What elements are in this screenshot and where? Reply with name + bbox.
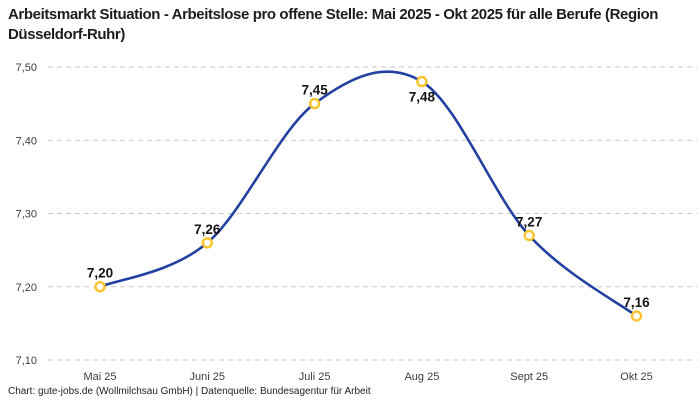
data-point-value-label: 7,48 xyxy=(409,90,436,105)
y-axis-tick-label: 7,20 xyxy=(16,282,37,294)
y-axis-tick-label: 7,40 xyxy=(16,135,37,147)
data-point-marker xyxy=(523,229,535,242)
data-point-marker xyxy=(308,97,321,110)
data-point-value-label: 7,20 xyxy=(87,266,113,281)
data-point-marker xyxy=(94,280,106,293)
data-point-value-label: 7,45 xyxy=(301,83,328,98)
data-point-value-label: 7,26 xyxy=(194,222,221,237)
x-axis-tick-label: Sept 25 xyxy=(510,371,548,383)
data-point-marker xyxy=(416,75,428,88)
chart-credit-footer: Chart: gute-jobs.de (Wollmilchsau GmbH) … xyxy=(8,386,371,397)
y-axis-tick-label: 7,50 xyxy=(16,62,37,74)
y-axis-tick-label: 7,30 xyxy=(16,209,37,221)
series-line xyxy=(98,70,638,318)
y-axis-tick-label: 7,10 xyxy=(16,355,37,367)
data-point-value-label: 7,27 xyxy=(516,215,542,230)
x-axis-tick-label: Okt 25 xyxy=(620,371,652,383)
x-axis-tick-label: Juni 25 xyxy=(190,371,225,383)
data-point-value-label: 7,16 xyxy=(623,295,650,310)
chart-title: Arbeitsmarkt Situation - Arbeitslose pro… xyxy=(8,6,659,43)
x-axis-tick-label: Juli 25 xyxy=(299,371,331,383)
line-chart-svg: 7,50 7,40 7,30 7,20 7,10 Mai 25 Juni 25 Juli 25… xyxy=(16,62,697,383)
x-axis-tick-label: Aug 25 xyxy=(404,371,439,383)
data-point-marker xyxy=(630,310,643,322)
data-point-marker xyxy=(201,237,214,249)
x-axis-tick-label: Mai 25 xyxy=(83,371,116,383)
